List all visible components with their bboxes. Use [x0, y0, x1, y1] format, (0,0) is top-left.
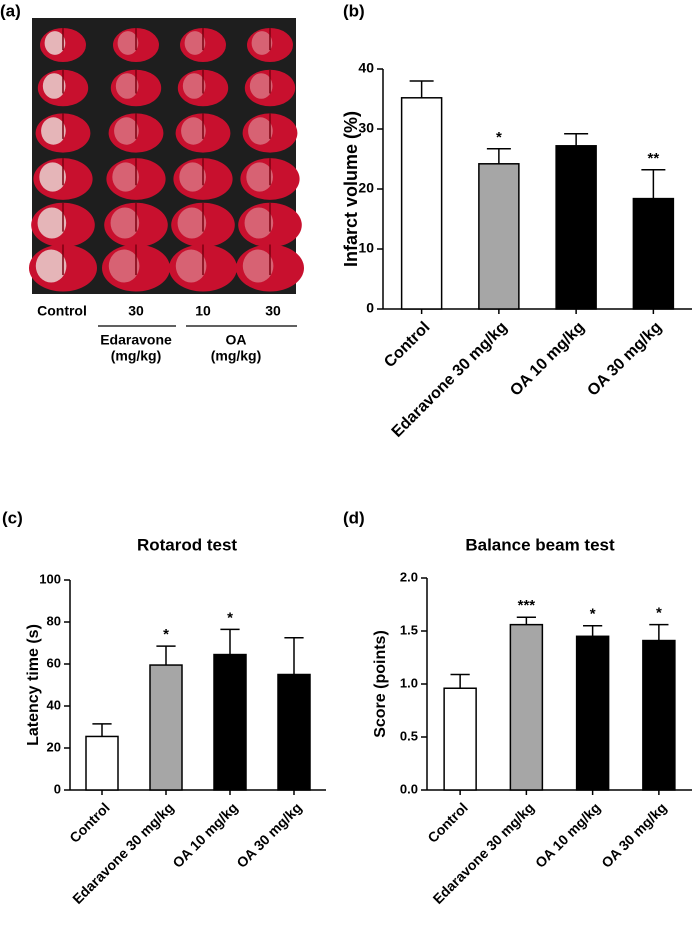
- slice-infarct: [177, 207, 207, 239]
- y-tick-label: 80: [47, 613, 61, 628]
- y-tick-label: 1.5: [400, 622, 418, 637]
- panel-label: (d): [343, 508, 365, 527]
- slice-infarct: [115, 73, 139, 99]
- significance: *: [163, 626, 169, 643]
- bar: [213, 653, 247, 791]
- y-tick-label: 40: [358, 60, 374, 76]
- x-tick-label: OA 10 mg/kg: [532, 799, 603, 870]
- column-label: 30: [128, 303, 144, 319]
- slice-infarct: [110, 207, 140, 239]
- slice-infarct: [108, 249, 140, 283]
- y-tick-label: 20: [358, 180, 374, 196]
- slice-infarct: [242, 249, 274, 283]
- slice-infarct: [184, 31, 206, 55]
- x-tick-label: OA 30 mg/kg: [598, 799, 669, 870]
- group-label: (mg/kg): [211, 348, 262, 364]
- slice-infarct: [42, 73, 66, 99]
- group-label: Edaravone: [100, 332, 172, 348]
- slice-infarct: [246, 162, 273, 192]
- y-tick-label: 0: [54, 781, 61, 796]
- y-tick-label: 0.0: [400, 781, 418, 796]
- significance: *: [656, 605, 662, 622]
- slice-infarct: [112, 162, 139, 192]
- slice-infarct: [39, 162, 66, 192]
- panel-label: (a): [0, 1, 21, 20]
- y-axis-label: Infarct volume (%): [341, 111, 361, 267]
- slice-infarct: [37, 207, 67, 239]
- x-tick-label: Control: [424, 799, 471, 846]
- slice-infarct: [114, 117, 139, 145]
- significance: *: [590, 606, 596, 623]
- slice-infarct: [244, 207, 274, 239]
- slice-infarct: [249, 73, 273, 99]
- column-label: 10: [195, 303, 211, 319]
- x-tick-label: Control: [66, 799, 113, 846]
- y-axis-label: Latency time (s): [25, 624, 42, 746]
- y-tick-label: 100: [39, 571, 61, 586]
- y-tick-label: 2.0: [400, 569, 418, 584]
- slice-infarct: [44, 31, 66, 55]
- slice-infarct: [117, 31, 139, 55]
- slice-infarct: [41, 117, 66, 145]
- bar: [85, 735, 119, 791]
- panel-label: (b): [343, 1, 365, 20]
- chart-title: Balance beam test: [465, 535, 615, 554]
- x-tick-label: OA 30 mg/kg: [584, 319, 665, 400]
- slice-infarct: [35, 249, 67, 283]
- bar: [509, 623, 544, 791]
- bar: [555, 145, 597, 310]
- slice-infarct: [175, 249, 207, 283]
- y-tick-label: 30: [358, 120, 374, 136]
- chart-title: Rotarod test: [137, 535, 237, 554]
- y-tick-label: 10: [358, 240, 374, 256]
- significance: *: [496, 129, 502, 146]
- bar: [149, 664, 183, 791]
- slice-infarct: [248, 117, 273, 145]
- brain-slices: [29, 28, 304, 292]
- y-axis-label: Score (points): [372, 630, 389, 738]
- y-tick-label: 60: [47, 655, 61, 670]
- slice-infarct: [181, 117, 206, 145]
- group-label: OA: [226, 332, 247, 348]
- bar: [642, 639, 676, 791]
- slice-infarct: [251, 31, 273, 55]
- column-label: 30: [265, 303, 281, 319]
- column-label: Control: [37, 303, 87, 319]
- bar: [478, 163, 520, 310]
- y-tick-label: 1.0: [400, 675, 418, 690]
- bar: [277, 673, 311, 791]
- y-tick-label: 40: [47, 697, 61, 712]
- bar: [575, 635, 610, 791]
- y-tick-label: 0.5: [400, 728, 418, 743]
- group-label: (mg/kg): [111, 348, 162, 364]
- slice-infarct: [179, 162, 206, 192]
- significance: **: [648, 150, 660, 167]
- bar: [443, 687, 477, 791]
- slice-infarct: [182, 73, 206, 99]
- x-tick-label: Control: [381, 319, 433, 371]
- y-tick-label: 0: [366, 300, 374, 316]
- x-tick-label: OA 10 mg/kg: [169, 799, 240, 870]
- x-tick-label: OA 10 mg/kg: [507, 319, 588, 400]
- bar: [632, 197, 675, 310]
- panel-label: (c): [2, 508, 23, 527]
- x-tick-label: OA 30 mg/kg: [233, 799, 304, 870]
- bar: [400, 97, 443, 310]
- significance: ***: [518, 597, 536, 614]
- significance: *: [227, 609, 233, 626]
- y-tick-label: 20: [47, 739, 61, 754]
